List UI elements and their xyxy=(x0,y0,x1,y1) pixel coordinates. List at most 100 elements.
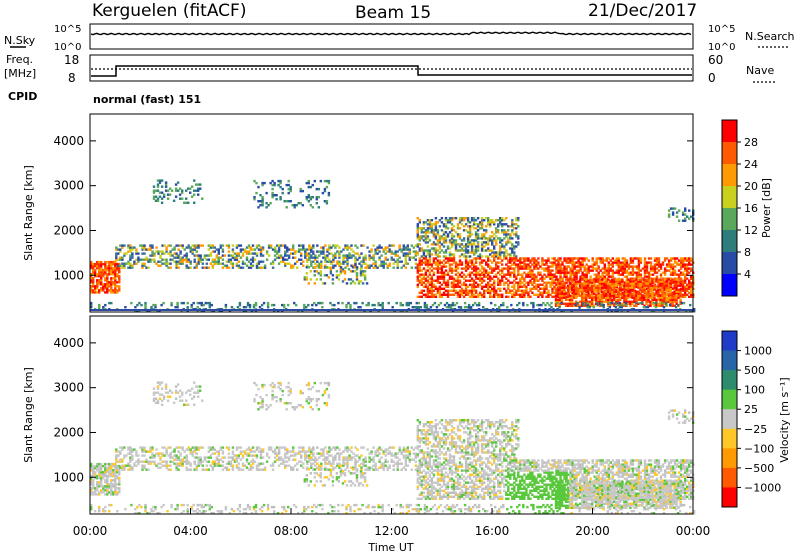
power-cell xyxy=(249,266,253,269)
power-cell xyxy=(460,219,464,222)
power-cell xyxy=(684,291,687,294)
power-cell xyxy=(121,266,124,269)
power-cell xyxy=(491,295,494,298)
power-cell xyxy=(179,260,182,263)
power-cell xyxy=(495,231,498,234)
power-cell xyxy=(422,253,426,256)
power-cell xyxy=(463,306,467,309)
power-cell xyxy=(474,239,478,242)
velocity-cell xyxy=(98,491,101,494)
power-cell xyxy=(611,292,614,295)
power-cell xyxy=(495,267,498,270)
power-cell xyxy=(663,302,666,305)
power-cell xyxy=(271,196,274,199)
power-cell xyxy=(239,248,243,251)
power-cell xyxy=(551,273,554,276)
power-cell xyxy=(100,275,103,278)
power-cell xyxy=(543,273,546,276)
power-cell xyxy=(119,258,122,261)
power-cell xyxy=(497,287,500,290)
velocity-cell xyxy=(175,458,178,461)
power-cell xyxy=(118,269,121,272)
power-cell xyxy=(434,229,438,232)
power-cell xyxy=(426,219,430,222)
power-cell xyxy=(420,261,423,264)
power-cell xyxy=(465,306,469,309)
power-cell xyxy=(673,286,676,289)
power-cell xyxy=(673,296,676,299)
power-cell xyxy=(454,247,458,250)
power-cell xyxy=(476,237,480,240)
power-cell xyxy=(326,248,329,251)
power-cell xyxy=(690,215,693,218)
power-cell xyxy=(527,295,530,298)
power-cell xyxy=(529,269,532,272)
power-cell xyxy=(487,237,490,240)
velocity-cell xyxy=(114,481,117,484)
power-cell xyxy=(462,277,466,280)
power-cell xyxy=(464,257,468,260)
power-cell xyxy=(555,265,558,268)
power-cell xyxy=(119,264,122,267)
power-cell xyxy=(665,293,669,296)
power-cell xyxy=(312,256,315,259)
power-cell xyxy=(368,250,371,253)
power-cell xyxy=(173,252,176,255)
power-cell xyxy=(146,310,149,313)
velocity-cell xyxy=(135,454,138,457)
power-cell xyxy=(112,271,115,274)
power-cell xyxy=(509,261,512,264)
power-cell xyxy=(418,267,421,270)
power-cell xyxy=(436,239,440,242)
power-cell xyxy=(480,273,484,276)
power-cell xyxy=(507,271,510,274)
power-cell xyxy=(302,248,305,251)
power-cell xyxy=(374,252,377,255)
power-cell xyxy=(456,243,460,246)
power-cell xyxy=(489,293,492,296)
velocity-cell xyxy=(131,448,134,451)
power-cell xyxy=(507,285,510,288)
power-cell xyxy=(595,296,598,299)
power-cell xyxy=(474,259,478,262)
velocity-cell xyxy=(141,446,144,449)
power-cell xyxy=(627,290,630,293)
power-cell xyxy=(566,304,570,307)
power-cell xyxy=(442,241,446,244)
velocity-cell xyxy=(147,468,150,471)
power-cell xyxy=(464,283,468,286)
power-cell xyxy=(558,302,562,305)
power-cell xyxy=(166,189,170,192)
velocity-cell xyxy=(94,487,97,490)
power-cell xyxy=(617,267,620,270)
power-cell xyxy=(247,250,251,253)
power-cell xyxy=(195,264,198,267)
power-cell xyxy=(493,291,496,294)
power-cell xyxy=(570,298,574,301)
power-cell xyxy=(673,298,676,301)
power-cell xyxy=(444,265,448,268)
colorbar-tick-label: 24 xyxy=(744,158,758,171)
power-cell xyxy=(538,303,541,307)
power-cell xyxy=(580,296,584,299)
velocity-cell xyxy=(114,475,117,478)
power-cell xyxy=(487,285,490,288)
power-cell xyxy=(495,219,498,222)
power-cell xyxy=(618,301,621,305)
power-cell xyxy=(513,263,516,266)
power-cell xyxy=(623,275,627,278)
power-cell xyxy=(537,261,540,264)
power-cell xyxy=(211,244,214,247)
power-cell xyxy=(382,264,385,267)
power-cell xyxy=(334,254,337,257)
power-cell xyxy=(478,227,482,230)
velocity-cell xyxy=(139,460,142,463)
power-cell xyxy=(511,251,514,254)
power-cell xyxy=(112,289,115,292)
power-cell xyxy=(476,243,480,246)
power-cell xyxy=(615,278,618,281)
power-cell xyxy=(521,267,524,270)
power-cell xyxy=(284,254,287,257)
power-cell xyxy=(566,284,570,287)
velocity-cell xyxy=(108,487,111,490)
